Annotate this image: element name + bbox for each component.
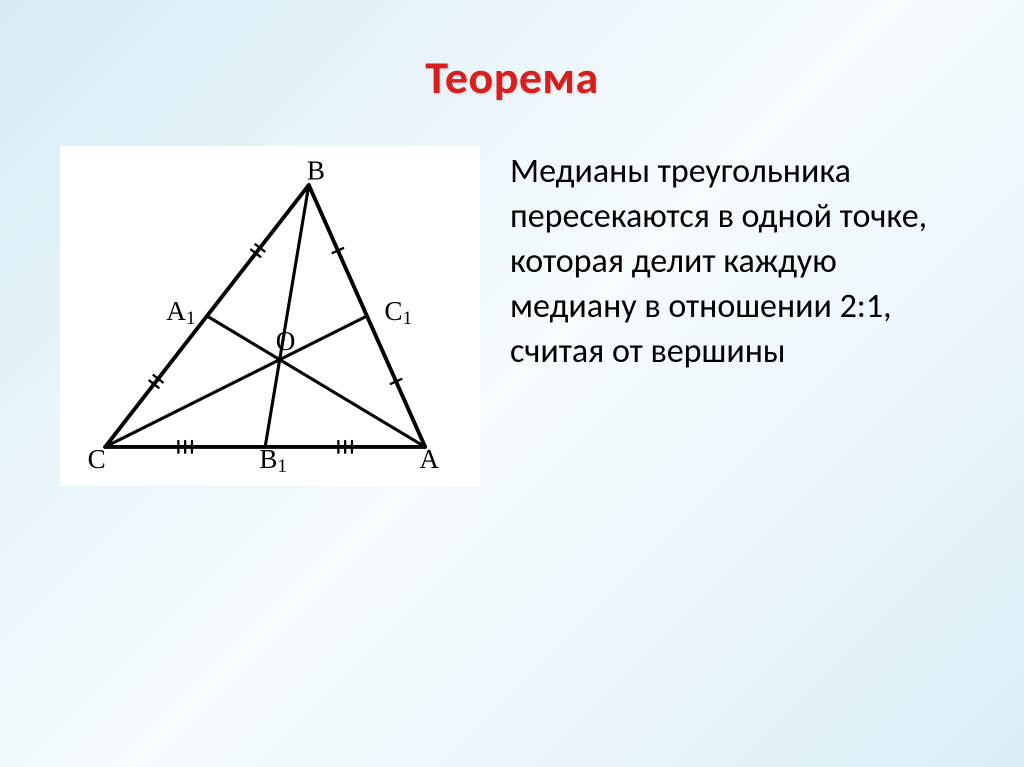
content-row: A B C A1 B1 C1 O Медианы треугольника пересека… <box>60 146 964 486</box>
theorem-statement: Медианы треугольника пересекаются в одно… <box>510 146 964 374</box>
triangle-figure: A B C A1 B1 C1 O <box>60 146 480 486</box>
slide: Теорема A B C A1 B1 C1 O Медианы треугольника … <box>0 0 1024 767</box>
svg-text:C: C <box>88 444 106 474</box>
svg-text:A: A <box>419 444 439 474</box>
svg-text:C1: C1 <box>384 296 412 329</box>
slide-title: Теорема <box>60 50 964 106</box>
svg-text:A1: A1 <box>166 296 195 329</box>
svg-text:O: O <box>276 326 296 356</box>
triangle-svg: A B C A1 B1 C1 O <box>70 156 470 476</box>
svg-text:B: B <box>307 156 325 185</box>
svg-text:B1: B1 <box>259 444 287 476</box>
